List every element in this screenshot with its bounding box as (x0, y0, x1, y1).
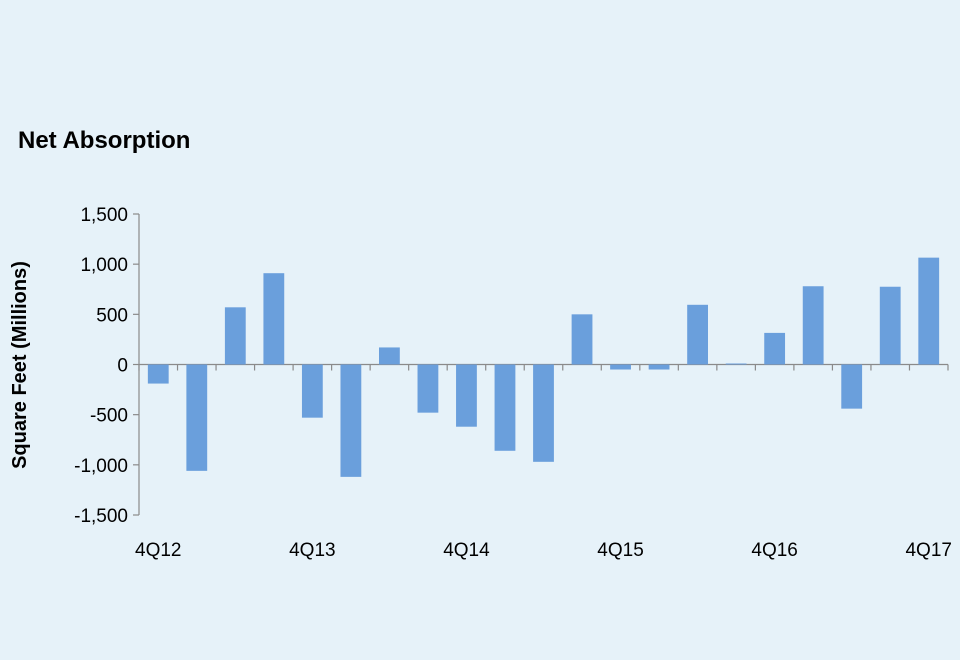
bar-1Q15 (494, 364, 516, 451)
bar-1Q16 (648, 364, 670, 370)
bar-3Q14 (417, 364, 439, 413)
bar-2Q13 (224, 307, 246, 365)
bar-4Q13 (301, 364, 323, 418)
chart-title: Net Absorption (18, 127, 190, 154)
bar-3Q16 (725, 363, 747, 365)
y-tick-label: 1,000 (80, 255, 128, 276)
bar-3Q15 (571, 314, 593, 365)
x-tick-label: 4Q13 (289, 540, 335, 561)
bar-4Q16 (764, 332, 786, 365)
y-tick-label: 500 (96, 305, 128, 326)
bar-4Q15 (610, 364, 631, 370)
x-tick-label: 4Q17 (905, 540, 951, 561)
bar-4Q12 (147, 364, 169, 384)
y-axis-label: Square Feet (Millions) (9, 261, 31, 469)
ticks-layer: 1,500 1,000 500 0 -500 -1,000 -1,500 4Q12 4Q13 4Q… (74, 205, 952, 561)
bar-4Q14 (456, 364, 477, 427)
bar-2Q15 (533, 364, 554, 462)
x-tick-label: 4Q14 (443, 540, 490, 561)
bar-3Q17 (879, 286, 901, 365)
x-tick-label: 4Q15 (597, 540, 643, 561)
x-tick-label: 4Q12 (135, 540, 181, 561)
y-tick-label: 0 (117, 356, 128, 377)
x-tick-label: 4Q16 (751, 540, 797, 561)
bar-1Q13 (186, 364, 208, 471)
y-tick-label: 1,500 (80, 205, 128, 226)
y-tick-label: -1,500 (74, 506, 128, 527)
bar-2Q17 (841, 364, 863, 409)
bar-2Q14 (379, 347, 400, 365)
bar-3Q13 (263, 273, 285, 365)
bar-4Q17 (918, 257, 940, 365)
y-tick-label: -500 (90, 406, 128, 427)
bars-layer (147, 257, 940, 477)
bar-2Q16 (687, 304, 708, 365)
bar-1Q17 (802, 286, 824, 365)
bar-1Q14 (340, 364, 362, 477)
y-tick-label: -1,000 (74, 456, 128, 477)
